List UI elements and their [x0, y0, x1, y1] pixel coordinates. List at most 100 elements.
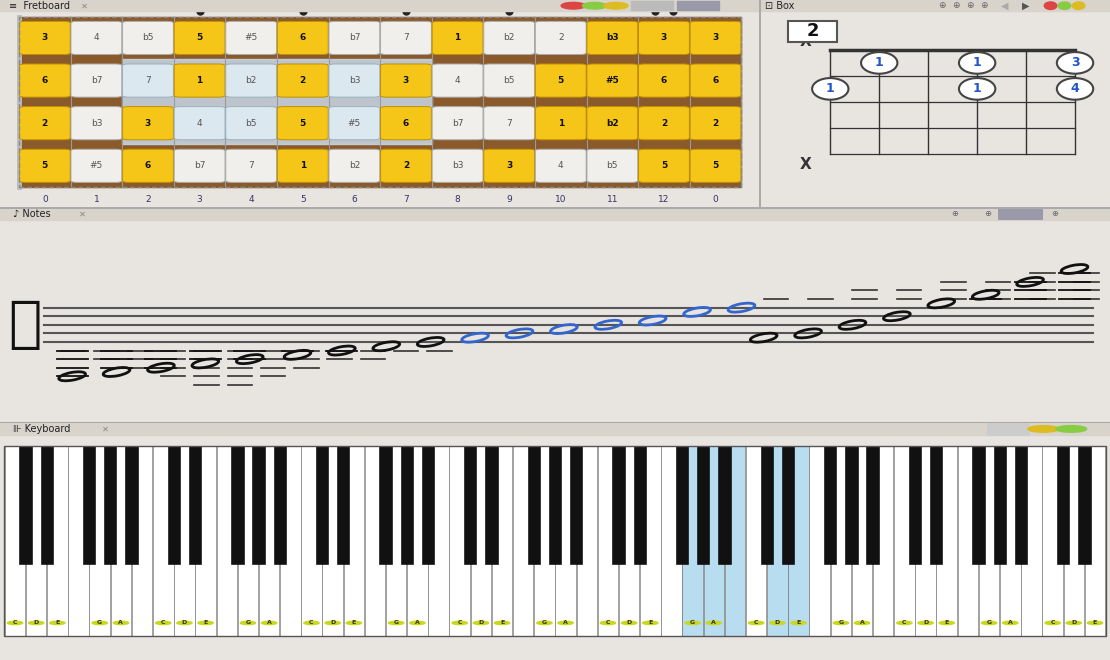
Text: 3: 3 [1071, 56, 1079, 69]
Circle shape [622, 621, 637, 624]
Bar [111, 446, 131, 636]
Text: 4: 4 [1071, 82, 1079, 96]
Text: ✕: ✕ [780, 1, 787, 10]
Circle shape [1056, 426, 1087, 432]
Text: A: A [119, 620, 123, 626]
Circle shape [706, 621, 722, 624]
Text: 6: 6 [145, 161, 151, 170]
Bar [1078, 446, 1090, 564]
Bar [548, 446, 562, 564]
FancyBboxPatch shape [484, 149, 535, 182]
Text: D: D [922, 620, 928, 626]
Text: X: X [800, 34, 811, 49]
FancyBboxPatch shape [122, 21, 173, 55]
Text: 1: 1 [972, 56, 981, 69]
Text: 7: 7 [249, 161, 254, 170]
FancyBboxPatch shape [638, 107, 689, 140]
FancyBboxPatch shape [225, 21, 276, 55]
Text: ⊕: ⊕ [1051, 209, 1058, 218]
Bar [632, 1, 673, 11]
Text: A: A [1008, 620, 1012, 626]
Circle shape [304, 621, 319, 624]
Bar [450, 446, 470, 636]
FancyBboxPatch shape [122, 64, 173, 97]
FancyBboxPatch shape [690, 64, 741, 97]
Bar [104, 446, 117, 564]
Bar [916, 446, 936, 636]
Circle shape [939, 621, 955, 624]
Bar [259, 446, 280, 636]
FancyBboxPatch shape [278, 21, 329, 55]
Bar [930, 446, 942, 564]
Bar [407, 446, 427, 636]
Bar [979, 446, 999, 636]
FancyBboxPatch shape [690, 149, 741, 182]
FancyBboxPatch shape [71, 21, 122, 55]
Text: 𝄞: 𝄞 [8, 298, 41, 352]
Bar [571, 446, 583, 564]
Text: C: C [13, 620, 18, 626]
Text: E: E [648, 620, 653, 626]
FancyBboxPatch shape [329, 21, 380, 55]
FancyBboxPatch shape [484, 21, 535, 55]
Bar [597, 446, 618, 636]
Text: 10: 10 [555, 195, 566, 204]
Circle shape [1058, 2, 1071, 9]
Text: ⊕: ⊕ [1018, 209, 1025, 218]
FancyBboxPatch shape [225, 64, 276, 97]
Circle shape [113, 621, 129, 624]
Circle shape [861, 52, 897, 74]
FancyBboxPatch shape [329, 149, 380, 182]
Text: b7: b7 [452, 119, 463, 127]
Circle shape [494, 621, 509, 624]
Text: 1: 1 [196, 76, 203, 85]
FancyBboxPatch shape [690, 107, 741, 140]
Text: C: C [1050, 620, 1054, 626]
Bar [909, 446, 921, 564]
Text: 3: 3 [42, 34, 48, 42]
Circle shape [262, 621, 276, 624]
FancyBboxPatch shape [329, 107, 380, 140]
Circle shape [1045, 2, 1057, 9]
Bar [788, 446, 809, 636]
Bar [788, 20, 837, 42]
FancyBboxPatch shape [19, 149, 70, 182]
Text: 2: 2 [403, 161, 410, 170]
Text: b3: b3 [606, 34, 618, 42]
Text: ✕: ✕ [81, 1, 88, 10]
Bar [252, 446, 264, 564]
Circle shape [1002, 621, 1018, 624]
Circle shape [50, 621, 65, 624]
FancyBboxPatch shape [638, 64, 689, 97]
Bar [216, 446, 238, 636]
Text: ◀: ◀ [1001, 1, 1009, 11]
Text: b3: b3 [452, 161, 463, 170]
FancyBboxPatch shape [278, 149, 329, 182]
Text: E: E [56, 620, 60, 626]
FancyBboxPatch shape [587, 107, 638, 140]
Circle shape [959, 52, 996, 74]
FancyBboxPatch shape [432, 149, 483, 182]
Bar [677, 1, 718, 11]
FancyBboxPatch shape [381, 149, 432, 182]
Bar [895, 446, 915, 636]
Bar [83, 446, 95, 564]
Bar [746, 446, 766, 636]
Bar [998, 209, 1042, 219]
Text: ✕: ✕ [102, 424, 109, 434]
Text: b3: b3 [349, 76, 360, 85]
Bar [676, 446, 688, 564]
Text: 4: 4 [196, 119, 202, 127]
FancyBboxPatch shape [225, 107, 276, 140]
Bar [4, 446, 1106, 636]
Text: 5: 5 [196, 34, 203, 42]
Circle shape [198, 621, 213, 624]
Bar [464, 446, 476, 564]
FancyBboxPatch shape [432, 21, 483, 55]
Bar [704, 446, 724, 636]
Text: 7: 7 [403, 195, 408, 204]
Circle shape [918, 621, 934, 624]
FancyBboxPatch shape [278, 64, 329, 97]
Circle shape [583, 3, 607, 9]
Text: 5: 5 [42, 161, 48, 170]
